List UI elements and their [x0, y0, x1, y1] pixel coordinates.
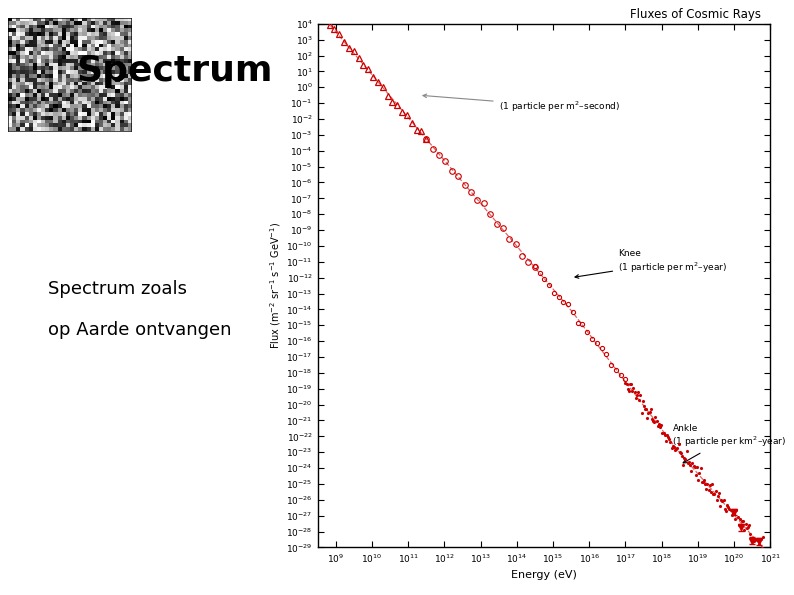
Text: Fluxes of Cosmic Rays: Fluxes of Cosmic Rays: [630, 8, 761, 21]
Text: op Aarde ontvangen: op Aarde ontvangen: [48, 321, 231, 339]
Text: (1 particle per m$^2$–second): (1 particle per m$^2$–second): [423, 94, 620, 114]
Text: Spectrum: Spectrum: [76, 54, 273, 87]
Text: Knee
(1 particle per m$^2$–year): Knee (1 particle per m$^2$–year): [575, 249, 727, 278]
Text: Ankle
(1 particle per km$^2$–year): Ankle (1 particle per km$^2$–year): [673, 424, 787, 463]
X-axis label: Energy (eV): Energy (eV): [511, 570, 576, 580]
Text: Spectrum zoals: Spectrum zoals: [48, 280, 187, 298]
Y-axis label: Flux (m$^{-2}$ sr$^{-1}$ s$^{-1}$ GeV$^{-1}$): Flux (m$^{-2}$ sr$^{-1}$ s$^{-1}$ GeV$^{…: [268, 222, 283, 349]
